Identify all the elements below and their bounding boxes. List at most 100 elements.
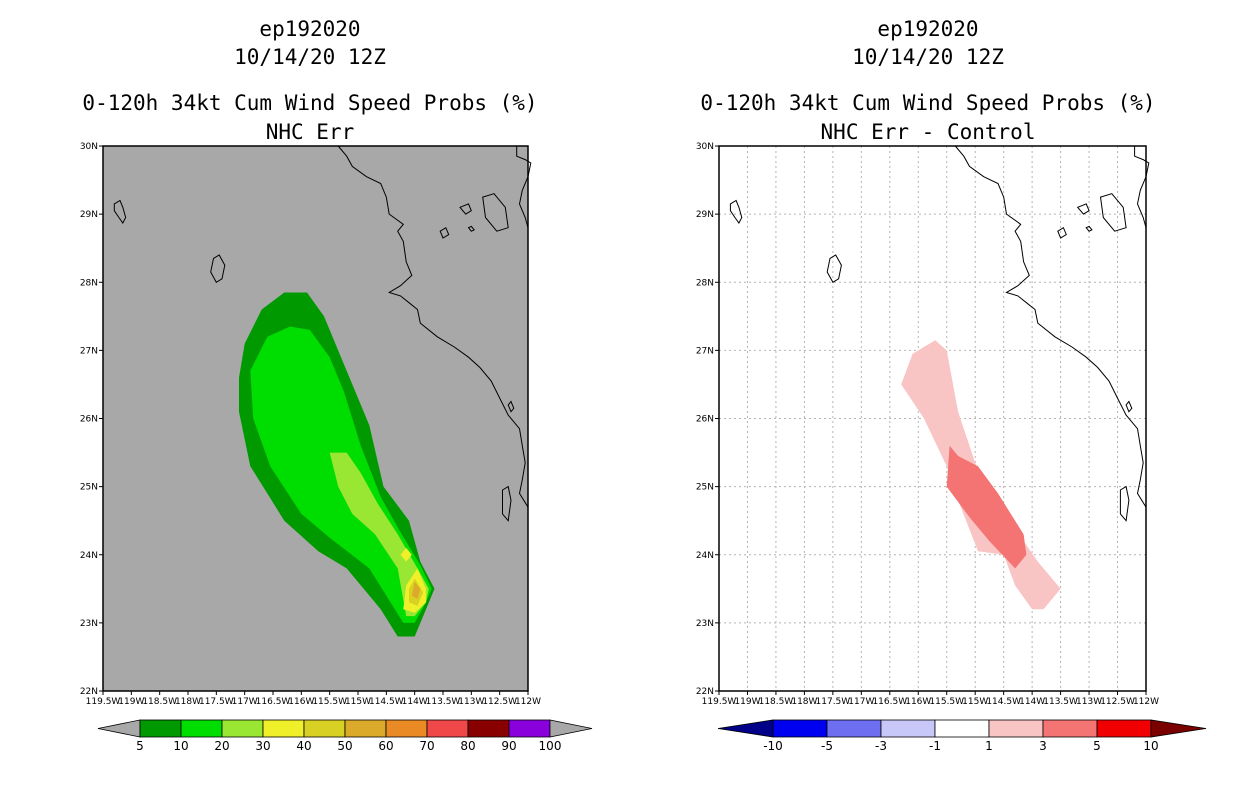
lon-label: 116.5W xyxy=(256,697,291,707)
left-title-time: 10/14/20 12Z xyxy=(234,45,386,69)
lon-label: 115.5W xyxy=(929,697,964,707)
lat-label: 29N xyxy=(80,210,98,220)
lon-label: 112W xyxy=(1133,697,1159,707)
lon-label: 113W xyxy=(1076,697,1102,707)
colorbar-under-triangle xyxy=(717,719,774,738)
colorbar-swatch xyxy=(508,719,551,738)
colorbar-swatch xyxy=(303,719,346,738)
lon-label: 112W xyxy=(515,697,541,707)
lon-label: 114W xyxy=(1019,697,1045,707)
lat-label: 28N xyxy=(80,278,98,288)
colorbar-swatch xyxy=(934,719,990,738)
lat-label: 29N xyxy=(696,210,714,220)
lon-label: 114.5W xyxy=(369,697,404,707)
lon-label: 119.5W xyxy=(702,697,737,707)
left-title-product: 0-120h 34kt Cum Wind Speed Probs (%) xyxy=(82,91,538,115)
coastline xyxy=(337,145,529,508)
island-outline xyxy=(113,199,127,224)
colorbar-swatch xyxy=(826,719,882,738)
colorbar-label: 80 xyxy=(460,739,475,753)
colorbar-label: 3 xyxy=(1039,739,1047,753)
contour-region-30 xyxy=(400,547,412,562)
lon-label: 117W xyxy=(848,697,874,707)
colorbar-label: -3 xyxy=(875,739,887,753)
lon-label: 114.5W xyxy=(986,697,1021,707)
lon-label: 118.5W xyxy=(759,697,794,707)
lat-label: 28N xyxy=(696,278,714,288)
lat-label: 22N xyxy=(80,687,98,697)
lon-label: 117W xyxy=(232,697,258,707)
colorbar-swatch xyxy=(426,719,469,738)
lat-label: 25N xyxy=(696,483,714,493)
lat-label: 30N xyxy=(80,142,98,152)
colorbar-label: 40 xyxy=(296,739,311,753)
contour-region-3 xyxy=(946,445,1027,569)
lat-label: 25N xyxy=(80,483,98,493)
island-outline xyxy=(1057,226,1067,239)
island-outline xyxy=(1085,225,1093,232)
colorbar-label: 30 xyxy=(255,739,270,753)
island-outline xyxy=(1119,485,1130,522)
lon-label: 116W xyxy=(288,697,314,707)
island-outline xyxy=(729,199,743,224)
colorbar-swatch xyxy=(988,719,1044,738)
lat-label: 23N xyxy=(696,619,714,629)
left-title-storm: ep192020 xyxy=(259,17,361,41)
lat-label: 27N xyxy=(80,346,98,356)
island-outline xyxy=(1125,400,1133,413)
right-title-storm: ep192020 xyxy=(877,17,979,41)
colorbar-label: 90 xyxy=(501,739,516,753)
lat-label: 30N xyxy=(696,142,714,152)
lat-label: 23N xyxy=(80,619,98,629)
colorbar-swatch xyxy=(262,719,305,738)
lat-label: 26N xyxy=(80,415,98,425)
colorbar-swatch xyxy=(880,719,936,738)
colorbar-label: -5 xyxy=(821,739,833,753)
island-outline xyxy=(482,193,509,232)
colorbar-label: 50 xyxy=(337,739,352,753)
lon-label: 114W xyxy=(402,697,428,707)
lat-label: 27N xyxy=(696,346,714,356)
colorbar-swatch xyxy=(467,719,510,738)
colorbar-swatch xyxy=(221,719,264,738)
island-outline xyxy=(467,225,476,232)
colorbar-under-triangle xyxy=(97,719,141,738)
colorbar-label: 60 xyxy=(378,739,393,753)
colorbar-swatch xyxy=(344,719,387,738)
lat-label: 24N xyxy=(696,551,714,561)
lon-label: 112.5W xyxy=(482,697,517,707)
colorbar-label: -10 xyxy=(763,739,783,753)
colorbar-label: 1 xyxy=(985,739,993,753)
left-title-subtitle: NHC Err xyxy=(265,120,355,144)
right-colorbar: -10 -5 -3 -1 1 3 5 10 xyxy=(717,719,1207,753)
lon-label: 117.5W xyxy=(199,697,234,707)
colorbar-over-triangle xyxy=(549,719,593,738)
colorbar-label: -1 xyxy=(929,739,941,753)
right-map-panel: 30N29N28N27N26N25N24N23N22N119.5W119W118… xyxy=(696,142,1159,707)
lat-label: 24N xyxy=(80,551,98,561)
colorbar-label: 10 xyxy=(173,739,188,753)
lon-label: 117.5W xyxy=(816,697,851,707)
lon-label: 116.5W xyxy=(872,697,907,707)
left-colorbar: 5 10 20 30 40 50 60 70 80 90 100 xyxy=(97,719,593,753)
lon-label: 119.5W xyxy=(86,697,121,707)
lon-label: 118W xyxy=(791,697,817,707)
colorbar-label: 5 xyxy=(136,739,144,753)
colorbar-swatch xyxy=(1042,719,1098,738)
lon-label: 113W xyxy=(458,697,484,707)
lon-label: 115W xyxy=(962,697,988,707)
island-outline xyxy=(1076,203,1090,215)
island-outline xyxy=(502,485,512,522)
lon-label: 118W xyxy=(175,697,201,707)
lon-label: 119W xyxy=(118,697,144,707)
contour-region-50 xyxy=(411,582,421,599)
colorbar-label: 10 xyxy=(1143,739,1158,753)
colorbar-swatch xyxy=(139,719,182,738)
colorbar-swatch xyxy=(180,719,223,738)
colorbar-label: 70 xyxy=(419,739,434,753)
lon-label: 113.5W xyxy=(1043,697,1078,707)
lon-label: 112.5W xyxy=(1100,697,1135,707)
right-title-time: 10/14/20 12Z xyxy=(852,45,1004,69)
